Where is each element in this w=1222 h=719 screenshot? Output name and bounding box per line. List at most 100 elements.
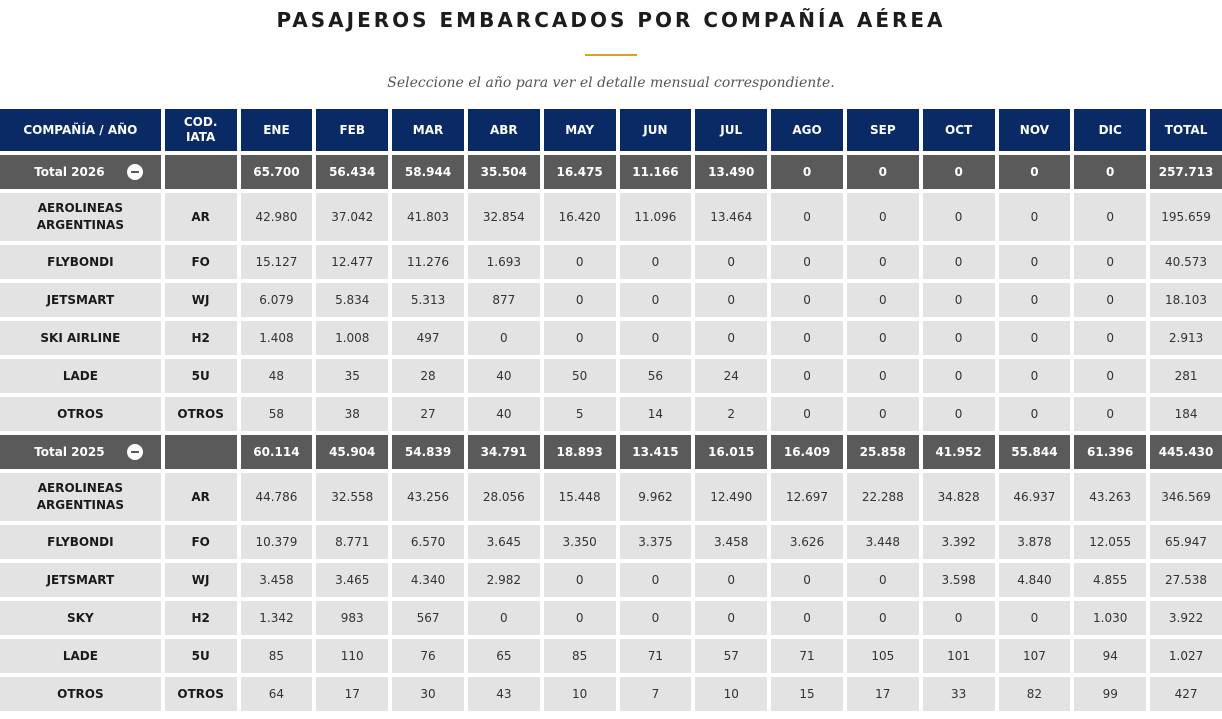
month-value: 0 bbox=[922, 193, 995, 241]
month-value: 0 bbox=[846, 321, 919, 355]
month-value: 0 bbox=[543, 321, 616, 355]
month-value: 567 bbox=[392, 601, 464, 635]
year-month-total: 61.396 bbox=[1074, 435, 1147, 469]
year-month-total: 13.415 bbox=[619, 435, 692, 469]
month-value: 0 bbox=[1074, 193, 1147, 241]
year-total-row[interactable]: Total 2025 60.114 45.904 54.839 34.791 18.893… bbox=[0, 435, 1222, 469]
year-month-total: 11.166 bbox=[619, 155, 692, 189]
year-total-row[interactable]: Total 2026 65.700 56.434 58.944 35.504 16.475… bbox=[0, 155, 1222, 189]
month-value: 0 bbox=[922, 321, 995, 355]
company-name: AEROLINEAS ARGENTINAS bbox=[0, 193, 161, 241]
month-value: 0 bbox=[543, 601, 616, 635]
month-value: 0 bbox=[543, 283, 616, 317]
month-value: 13.464 bbox=[695, 193, 768, 241]
month-value: 0 bbox=[771, 601, 843, 635]
month-value: 10.379 bbox=[240, 525, 313, 559]
company-name: FLYBONDI bbox=[0, 525, 161, 559]
header-month: OCT bbox=[922, 109, 995, 151]
iata-code: WJ bbox=[164, 563, 237, 597]
table-row: AEROLINEAS ARGENTINAS AR 42.980 37.042 41.80… bbox=[0, 193, 1222, 241]
month-value: 7 bbox=[619, 677, 692, 711]
header-month: ABR bbox=[467, 109, 540, 151]
header-month: ENE bbox=[240, 109, 313, 151]
month-value: 43.263 bbox=[1074, 473, 1147, 521]
header-month: MAR bbox=[392, 109, 464, 151]
month-value: 33 bbox=[922, 677, 995, 711]
row-total: 40.573 bbox=[1150, 245, 1222, 279]
month-value: 65 bbox=[467, 639, 540, 673]
iata-code: H2 bbox=[164, 601, 237, 635]
month-value: 0 bbox=[922, 245, 995, 279]
table-row: FLYBONDI FO 15.127 12.477 11.276 1.693 0 0 0 0 0 0 0… bbox=[0, 245, 1222, 279]
month-value: 0 bbox=[846, 283, 919, 317]
company-name: JETSMART bbox=[0, 283, 161, 317]
company-name: SKI AIRLINE bbox=[0, 321, 161, 355]
year-month-total: 13.490 bbox=[695, 155, 768, 189]
month-value: 10 bbox=[543, 677, 616, 711]
company-name: SKY bbox=[0, 601, 161, 635]
row-total: 18.103 bbox=[1150, 283, 1222, 317]
month-value: 12.055 bbox=[1074, 525, 1147, 559]
page-title: PASAJEROS EMBARCADOS POR COMPAÑÍA AÉREA bbox=[276, 8, 946, 32]
month-value: 0 bbox=[922, 601, 995, 635]
year-month-total: 0 bbox=[771, 155, 843, 189]
table-row: LADE 5U 48 35 28 40 50 56 24 0 0 0 0 0 281 bbox=[0, 359, 1222, 393]
year-toggle[interactable]: Total 2025 bbox=[0, 435, 161, 469]
month-value: 42.980 bbox=[240, 193, 313, 241]
year-month-total: 25.858 bbox=[846, 435, 919, 469]
month-value: 6.079 bbox=[240, 283, 313, 317]
month-value: 15.127 bbox=[240, 245, 313, 279]
year-month-total: 18.893 bbox=[543, 435, 616, 469]
year-toggle[interactable]: Total 2026 bbox=[0, 155, 161, 189]
year-month-total: 45.904 bbox=[316, 435, 389, 469]
month-value: 14 bbox=[619, 397, 692, 431]
passengers-table: COMPAÑÍA / AÑO COD. IATA ENE FEB MAR ABR MAY… bbox=[0, 105, 1222, 715]
company-name: OTROS bbox=[0, 397, 161, 431]
iata-code: OTROS bbox=[164, 677, 237, 711]
collapse-minus-icon[interactable] bbox=[126, 444, 143, 460]
year-month-total: 16.475 bbox=[543, 155, 616, 189]
month-value: 0 bbox=[695, 563, 768, 597]
table-row: JETSMART WJ 6.079 5.834 5.313 877 0 0 0 0 0 0 0 0 18.1… bbox=[0, 283, 1222, 317]
month-value: 0 bbox=[998, 283, 1071, 317]
month-value: 43.256 bbox=[392, 473, 464, 521]
month-value: 0 bbox=[922, 283, 995, 317]
month-value: 0 bbox=[846, 245, 919, 279]
month-value: 0 bbox=[467, 321, 540, 355]
month-value: 3.448 bbox=[846, 525, 919, 559]
month-value: 0 bbox=[771, 397, 843, 431]
month-value: 40 bbox=[467, 397, 540, 431]
company-name: AEROLINEAS ARGENTINAS bbox=[0, 473, 161, 521]
month-value: 37.042 bbox=[316, 193, 389, 241]
header-month: JUN bbox=[619, 109, 692, 151]
month-value: 110 bbox=[316, 639, 389, 673]
year-month-total: 34.791 bbox=[467, 435, 540, 469]
month-value: 0 bbox=[771, 321, 843, 355]
month-value: 0 bbox=[619, 245, 692, 279]
collapse-minus-icon[interactable] bbox=[126, 164, 143, 180]
table-body: Total 2026 65.700 56.434 58.944 35.504 16.475… bbox=[0, 155, 1222, 711]
month-value: 3.598 bbox=[922, 563, 995, 597]
month-value: 0 bbox=[619, 601, 692, 635]
month-value: 1.408 bbox=[240, 321, 313, 355]
iata-code: 5U bbox=[164, 359, 237, 393]
month-value: 12.697 bbox=[771, 473, 843, 521]
month-value: 3.458 bbox=[240, 563, 313, 597]
month-value: 0 bbox=[771, 245, 843, 279]
row-total: 1.027 bbox=[1150, 639, 1222, 673]
iata-code: 5U bbox=[164, 639, 237, 673]
title-underline bbox=[585, 54, 637, 56]
month-value: 2 bbox=[695, 397, 768, 431]
year-month-total: 0 bbox=[922, 155, 995, 189]
month-value: 40 bbox=[467, 359, 540, 393]
month-value: 38 bbox=[316, 397, 389, 431]
month-value: 71 bbox=[771, 639, 843, 673]
header-month: MAY bbox=[543, 109, 616, 151]
month-value: 15.448 bbox=[543, 473, 616, 521]
month-value: 56 bbox=[619, 359, 692, 393]
month-value: 35 bbox=[316, 359, 389, 393]
month-value: 1.008 bbox=[316, 321, 389, 355]
month-value: 3.375 bbox=[619, 525, 692, 559]
month-value: 0 bbox=[771, 359, 843, 393]
month-value: 10 bbox=[695, 677, 768, 711]
